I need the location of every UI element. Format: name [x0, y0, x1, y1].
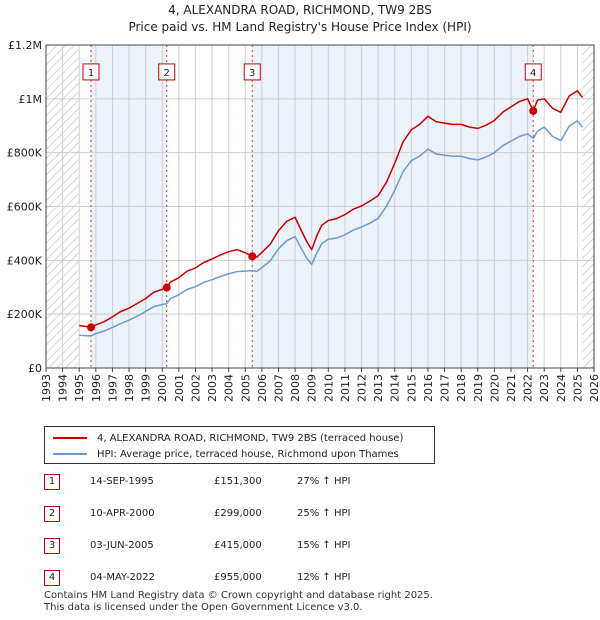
sale-date: 03-JUN-2005 [90, 540, 154, 551]
hpi-series-line [79, 120, 583, 337]
x-tick-label: 2003 [206, 374, 219, 402]
x-tick-label: 2021 [505, 374, 518, 402]
legend-swatch-hpi [53, 453, 87, 455]
sale-date: 10-APR-2000 [90, 508, 155, 519]
y-tick-label: £200K [7, 308, 43, 321]
sale-hpi-change: 27% ↑ HPI [297, 476, 351, 487]
sale-marker-label: 2 [164, 68, 170, 79]
x-tick-label: 2000 [156, 374, 169, 402]
sale-marker-label: 3 [249, 68, 255, 79]
sale-point [162, 283, 171, 292]
y-tick-label: £600K [7, 201, 43, 214]
x-tick-label: 2024 [555, 374, 568, 402]
x-tick-label: 1996 [90, 374, 103, 402]
legend-label-hpi: HPI: Average price, terraced house, Rich… [97, 448, 399, 460]
x-tick-label: 2002 [189, 374, 202, 402]
x-tick-label: 1998 [123, 374, 136, 402]
x-tick-label: 2007 [272, 374, 285, 402]
x-tick-label: 2012 [356, 374, 369, 402]
x-tick-label: 2019 [472, 374, 485, 402]
x-tick-label: 1994 [57, 374, 70, 402]
sale-number-badge: 1 [44, 474, 60, 490]
x-tick-label: 1993 [40, 374, 53, 402]
x-tick-label: 1999 [140, 374, 153, 402]
legend-label-property: 4, ALEXANDRA ROAD, RICHMOND, TW9 2BS (te… [97, 432, 404, 444]
sale-number-badge: 2 [44, 506, 60, 522]
x-tick-label: 2026 [588, 374, 600, 402]
legend-swatch-property [53, 437, 87, 439]
sale-marker-label: 1 [88, 68, 94, 79]
sale-marker-label-box [158, 63, 176, 81]
x-tick-label: 2020 [488, 374, 501, 402]
y-tick-label: £800K [7, 147, 43, 160]
x-tick-label: 2009 [306, 374, 319, 402]
y-tick-label: £0 [28, 362, 42, 375]
chart-legend: 4, ALEXANDRA ROAD, RICHMOND, TW9 2BS (te… [44, 426, 435, 464]
x-tick-label: 2016 [422, 374, 435, 402]
sale-hpi-change: 15% ↑ HPI [297, 540, 351, 551]
x-tick-label: 2018 [455, 374, 468, 402]
x-tick-label: 2014 [389, 374, 402, 402]
sale-marker-label-box [243, 63, 261, 81]
legend-item-hpi: HPI: Average price, terraced house, Rich… [53, 447, 399, 461]
sale-marker-label-box [524, 63, 542, 81]
sale-price: £415,000 [214, 540, 262, 551]
x-tick-label: 1997 [106, 374, 119, 402]
y-tick-label: £400K [7, 254, 43, 267]
chart-title: 4, ALEXANDRA ROAD, RICHMOND, TW9 2BS [168, 3, 432, 17]
footer-licence: This data is licensed under the Open Gov… [44, 602, 363, 613]
legend-item-property: 4, ALEXANDRA ROAD, RICHMOND, TW9 2BS (te… [53, 431, 403, 445]
plot-frame [45, 44, 595, 369]
sale-point [87, 323, 96, 332]
x-tick-label: 2017 [439, 374, 452, 402]
sale-number-badge: 4 [44, 570, 60, 586]
x-tick-label: 2013 [372, 374, 385, 402]
price-chart: 1 2 3 4 £0 £200K £400K £600K £800K £1M £1.2M 1993 1… [7, 39, 600, 402]
sale-date: 14-SEP-1995 [90, 476, 154, 487]
x-tick-label: 2025 [571, 374, 584, 402]
sale-marker-label-box [82, 63, 100, 81]
sale-marker-label: 4 [530, 68, 536, 79]
sale-hpi-change: 25% ↑ HPI [297, 508, 351, 519]
sale-hpi-change: 12% ↑ HPI [297, 572, 351, 583]
y-tick-label: £1.2M [8, 39, 42, 52]
x-tick-label: 2023 [538, 374, 551, 402]
sale-point [248, 252, 257, 261]
sale-date: 04-MAY-2022 [90, 572, 156, 583]
sale-price: £151,300 [214, 476, 262, 487]
x-tick-label: 2006 [256, 374, 269, 402]
y-tick-label: £1M [19, 93, 43, 106]
footer-copyright: Contains HM Land Registry data © Crown c… [44, 590, 433, 601]
sale-price: £955,000 [214, 572, 262, 583]
chart-subtitle: Price paid vs. HM Land Registry's House … [128, 20, 472, 34]
x-tick-label: 2022 [522, 374, 535, 402]
x-tick-label: 2010 [322, 374, 335, 402]
x-tick-label: 2015 [405, 374, 418, 402]
x-tick-label: 2008 [289, 374, 302, 402]
sale-number-badge: 3 [44, 538, 60, 554]
x-tick-label: 1995 [73, 374, 86, 402]
x-tick-label: 2004 [223, 374, 236, 402]
x-tick-label: 2011 [339, 374, 352, 402]
sale-price: £299,000 [214, 508, 262, 519]
x-tick-label: 2005 [239, 374, 252, 402]
sale-point [529, 106, 538, 115]
x-tick-label: 2001 [173, 374, 186, 402]
